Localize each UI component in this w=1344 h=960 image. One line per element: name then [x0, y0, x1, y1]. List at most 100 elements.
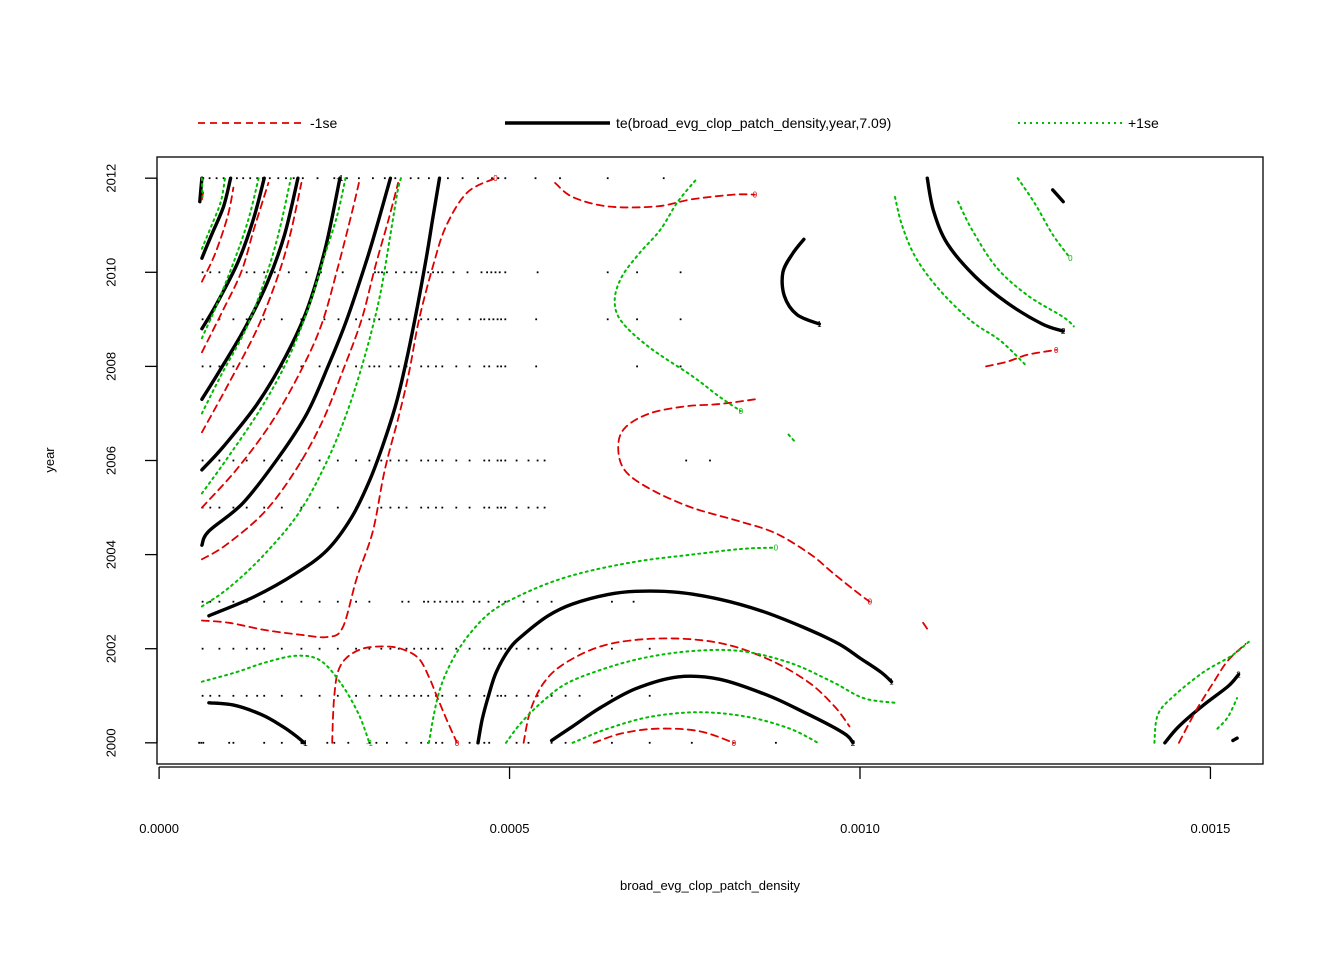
rug-point [263, 694, 266, 697]
rug-point [377, 271, 380, 274]
rug-point [263, 318, 266, 321]
rug-point [536, 600, 539, 603]
contour-label-plus-se: -1 [366, 739, 374, 748]
rug-point [218, 365, 221, 368]
rug-point [487, 600, 490, 603]
rug-point [280, 694, 283, 697]
rug-point [578, 694, 581, 697]
rug-point [228, 741, 231, 744]
contour-plus-se [200, 177, 204, 198]
rug-point [326, 741, 329, 744]
rug-point [420, 459, 423, 462]
contour-minus-se [331, 645, 458, 744]
x-tick-label: 0.0010 [840, 821, 880, 836]
rug-point [215, 177, 218, 180]
rug-point [648, 647, 651, 650]
rug-point [405, 506, 408, 509]
rug-point [535, 318, 538, 321]
rug-point [232, 694, 235, 697]
rug-point [527, 741, 530, 744]
rug-point [245, 271, 248, 274]
rug-point [496, 647, 499, 650]
contour-minus-se [201, 186, 235, 283]
rug-point [413, 694, 416, 697]
contour-plus-se [200, 177, 292, 415]
contour-minus-se [201, 182, 303, 434]
rug-point [455, 506, 458, 509]
rug-point [483, 506, 486, 509]
rug-point [606, 271, 609, 274]
plot-area: -1 -1 1 2 1 2 2 0 0 0 0 0 0 -1 0 0 0 [198, 174, 1250, 748]
rug-point [500, 365, 502, 368]
rug-point [245, 365, 248, 368]
legend-label-minus-se: -1se [310, 115, 337, 131]
rug-point [201, 318, 204, 321]
rug-point [209, 600, 212, 603]
rug-point [201, 694, 204, 697]
rug-point [232, 741, 235, 744]
rug-point [374, 271, 376, 274]
contour-fit [1051, 188, 1065, 204]
rug-point [336, 459, 339, 462]
rug-point [488, 506, 491, 509]
rug-point [504, 365, 507, 368]
contour-plus-se [200, 177, 260, 340]
rug-point [427, 318, 430, 321]
rug-point [433, 600, 436, 603]
rug-point [679, 365, 682, 368]
rug-point [300, 459, 303, 462]
rug-point [336, 647, 339, 650]
rug-point [456, 600, 459, 603]
rug-point [468, 647, 471, 650]
rug-point [479, 318, 482, 321]
rug-point [368, 694, 371, 697]
rug-point [218, 647, 221, 650]
rug-point [394, 177, 397, 180]
y-axis: 2000 2002 2004 2006 2008 2010 2012 [103, 164, 158, 757]
legend-label-plus-se: +1se [1128, 115, 1159, 131]
series-minus-se: 0 0 0 0 0 0 [201, 174, 1247, 748]
rug-point [202, 741, 205, 744]
rug-point [441, 318, 444, 321]
rug-point [420, 647, 423, 650]
y-tick-label: 2000 [103, 728, 118, 757]
rug-point [292, 177, 295, 180]
rug-point [427, 271, 430, 274]
rug-point [606, 318, 609, 321]
rug-point [515, 694, 518, 697]
rug-point [515, 741, 518, 744]
rug-point [435, 459, 437, 462]
rug-point [389, 459, 392, 462]
rug-point [209, 365, 212, 368]
rug-point [403, 271, 406, 274]
rug-point [427, 600, 430, 603]
contour-fit [1231, 736, 1239, 743]
contour-fit [207, 701, 306, 745]
rug-point [648, 694, 651, 697]
contour-fit [200, 176, 342, 472]
rug-point [346, 177, 348, 180]
rug-point [504, 647, 507, 650]
rug-point [550, 600, 553, 603]
contour-label-fit: 2 [851, 739, 856, 748]
rug-point [318, 647, 321, 650]
rug-point [435, 741, 437, 744]
contour-fit [207, 176, 442, 618]
contour-plus-se [505, 648, 896, 744]
rug-point [636, 271, 638, 274]
y-axis-title: year [42, 447, 57, 473]
rug-point [245, 459, 248, 462]
rug-point [564, 647, 567, 650]
rug-point [318, 694, 321, 697]
rug-point [611, 600, 613, 603]
contour-fit [200, 176, 266, 331]
rug-point [397, 459, 400, 462]
rug-point [355, 600, 357, 603]
rug-point [441, 647, 444, 650]
rug-point [218, 694, 221, 697]
rug-point [527, 694, 530, 697]
rug-point [401, 600, 404, 603]
rug-point [232, 459, 235, 462]
contour-label-plus-se: 0 [739, 407, 744, 416]
rug-point [504, 271, 507, 274]
